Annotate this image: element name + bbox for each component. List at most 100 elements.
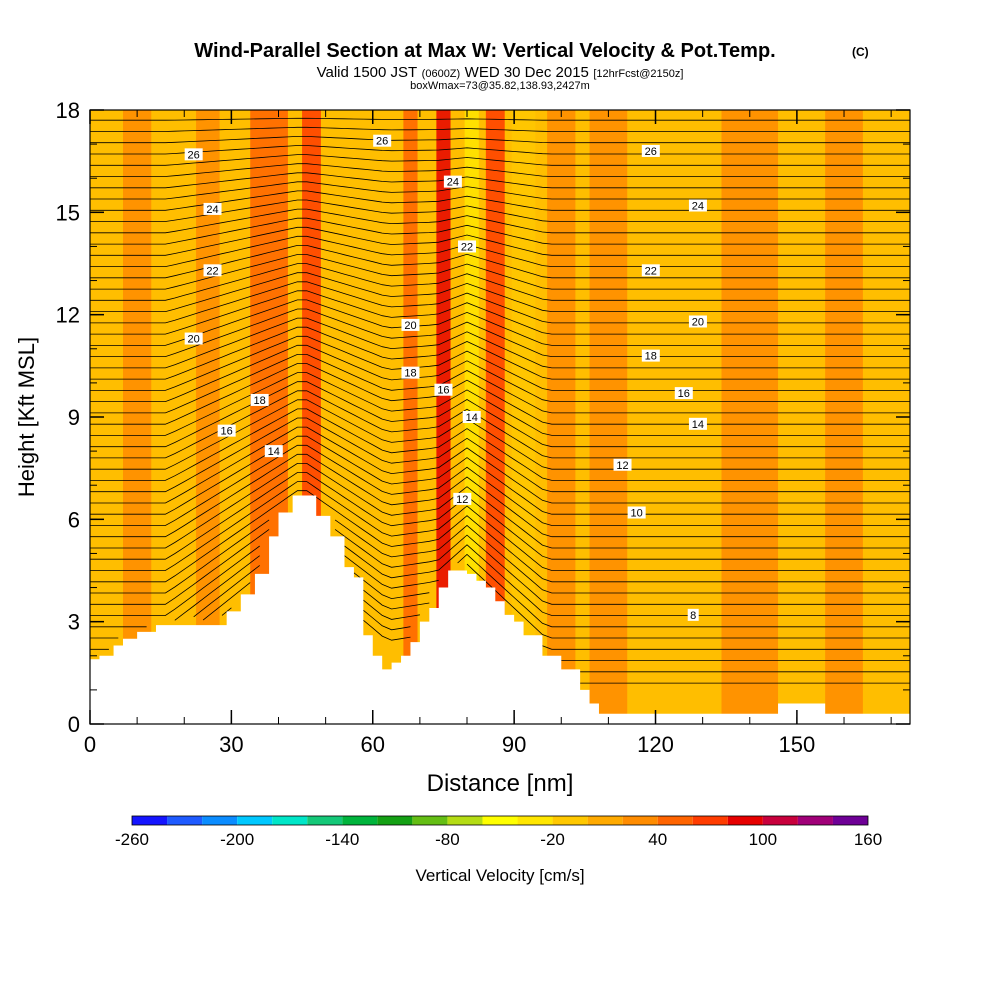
contour-label-box — [688, 199, 707, 212]
velocity-plume — [825, 110, 863, 724]
theta-contour-line — [90, 481, 910, 571]
velocity-plume — [122, 110, 152, 724]
contour-label-box — [688, 315, 707, 328]
theta-contour-line — [90, 199, 910, 222]
colorbar-swatch — [167, 816, 203, 825]
y-tick-label: 15 — [56, 200, 80, 225]
contour-label-box — [458, 240, 477, 253]
y-tick-label: 9 — [68, 405, 80, 430]
contour-label-box — [627, 506, 646, 519]
y-tick-label: 12 — [56, 303, 80, 328]
theta-contour-line — [90, 226, 910, 256]
contour-label-box — [453, 492, 472, 505]
colorbar-tick-label: -80 — [435, 830, 460, 849]
contour-label: 20 — [692, 316, 704, 328]
contour-label: 10 — [631, 508, 643, 520]
contour-label-box — [203, 202, 222, 215]
contour-label-box — [217, 424, 236, 437]
velocity-plume — [436, 110, 451, 724]
velocity-plume — [403, 110, 418, 724]
contour-label-box — [264, 445, 283, 458]
theta-contour-line — [363, 589, 430, 610]
contour-label: 24 — [692, 201, 704, 213]
theta-contours — [90, 117, 910, 684]
chart-subtitle-box: boxWmax=73@35.82,138.93,2427m — [410, 80, 590, 92]
colorbar-swatch — [447, 816, 483, 825]
contour-label-box — [687, 608, 699, 621]
colorbar-tick-label: 40 — [648, 830, 667, 849]
colorbar-swatch — [587, 816, 623, 825]
theta-contour-line — [363, 609, 411, 631]
colorbar-tick-label: -140 — [325, 830, 359, 849]
contour-label-box — [641, 349, 660, 362]
contour-label: 22 — [461, 241, 473, 253]
colorbar-swatch — [412, 816, 448, 825]
contour-label: 22 — [206, 265, 218, 277]
x-axis-label: Distance [nm] — [427, 770, 574, 797]
colorbar-swatch — [762, 816, 798, 825]
terrain — [90, 495, 910, 724]
colorbar-swatch — [377, 816, 413, 825]
theta-contour-line — [457, 553, 910, 628]
contour-label-box — [613, 458, 632, 471]
theta-contour-line — [90, 354, 910, 414]
contour-labels: 26 26 26 24 24 24 22 22 22 20 20 20 18 18 18 16 16 16 14 14… — [184, 134, 707, 622]
theta-contour-line — [90, 399, 910, 470]
theta-contour-line — [90, 435, 910, 515]
colorbar-swatch — [342, 816, 378, 825]
contour-label: 26 — [376, 136, 388, 148]
theta-contour-line — [90, 490, 910, 583]
theta-contour-line — [90, 529, 270, 605]
colorbar-tick-label: -260 — [115, 830, 149, 849]
colorbar-tick-label: 100 — [749, 830, 777, 849]
theta-contour-line — [334, 529, 910, 605]
theta-contour-line — [90, 145, 910, 155]
theta-contour-line — [90, 190, 910, 211]
contour-label-box — [401, 318, 420, 331]
theta-contour-line — [90, 444, 910, 526]
theta-contour-line — [90, 299, 910, 346]
colorbar-swatch — [727, 816, 763, 825]
theta-contour-line — [90, 344, 910, 402]
colorbar-swatch — [272, 816, 308, 825]
theta-contour-line — [90, 519, 270, 594]
colorbar-swatch — [692, 816, 728, 825]
chart-subtitle: Valid 1500 JST (0600Z) WED 30 Dec 2015 [… — [317, 64, 684, 81]
theta-contour-line — [90, 317, 910, 369]
theta-contour-line — [90, 463, 910, 549]
colorbar-swatch — [482, 816, 518, 825]
theta-contour-line — [90, 172, 910, 189]
colorbar-swatch — [657, 816, 693, 825]
contour-label: 14 — [268, 446, 280, 458]
theta-contour-line — [90, 408, 910, 481]
contour-label-box — [184, 332, 203, 345]
colorbar-label: Vertical Velocity [cm/s] — [415, 866, 584, 885]
plot-area — [90, 110, 910, 724]
theta-contour-line — [90, 545, 260, 616]
contour-label-box — [373, 134, 392, 147]
contour-label: 16 — [221, 426, 233, 438]
velocity-plume — [196, 110, 220, 724]
contour-label-box — [401, 366, 420, 379]
velocity-plume — [589, 110, 628, 724]
contour-label-box — [688, 417, 707, 430]
colorbar-swatch — [552, 816, 588, 825]
theta-contour-line — [174, 555, 260, 621]
theta-contour-line — [90, 417, 910, 493]
theta-contour-line — [90, 126, 910, 132]
colorbar-frame — [131, 815, 869, 826]
theta-contour-line — [90, 326, 910, 380]
theta-contour-line — [334, 519, 910, 594]
x-tick-label: 120 — [637, 732, 674, 757]
y-tick-label: 0 — [68, 712, 80, 737]
contour-label-box — [462, 411, 481, 423]
colorbar-swatch — [832, 816, 868, 825]
axes: 0 30 60 90 120 150 0 3 6 9 12 15 18 — [56, 98, 910, 757]
theta-contour-line — [90, 181, 910, 200]
x-tick-label: 30 — [219, 732, 243, 757]
theta-contour-line — [344, 555, 439, 589]
chart-title-suffix: (C) — [852, 45, 869, 59]
theta-contour-line — [90, 335, 910, 391]
contour-label: 16 — [437, 385, 449, 397]
